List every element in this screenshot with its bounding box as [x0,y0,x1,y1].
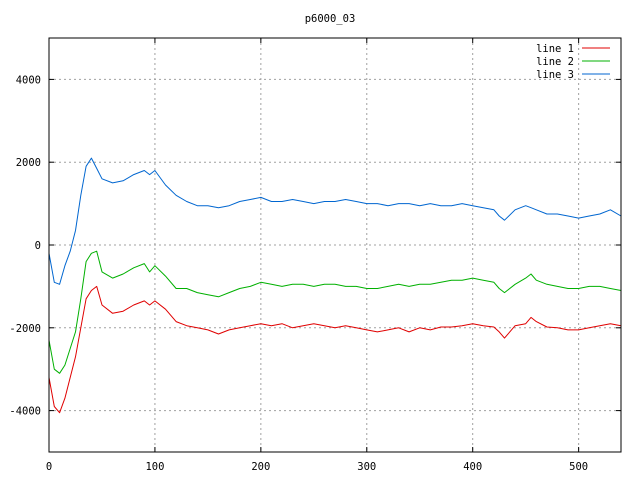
series-line-3 [48,157,622,285]
y-tick-label: 4000 [16,74,41,86]
y-tick-label: -4000 [9,406,41,418]
chart-title: p6000_03 [305,13,356,25]
x-tick-label: 300 [357,461,376,473]
grid-lines [49,38,621,452]
series-layer [48,157,622,414]
x-tick-label: 500 [569,461,588,473]
plot-frame [48,37,622,453]
series-line-1 [48,285,622,414]
legend-label: line 1 [536,43,574,55]
legend-label: line 3 [536,69,574,81]
y-tick-label: -2000 [9,323,41,335]
x-tick-label: 0 [46,461,52,473]
legend-label: line 2 [536,56,574,68]
x-tick-label: 100 [145,461,164,473]
x-tick-label: 400 [463,461,482,473]
x-tick-label: 200 [251,461,270,473]
y-tick-label: 2000 [16,157,41,169]
axis-ticks: 0 100 200 300 400 500 -4000 -2000 0 2000 4000 [9,38,621,473]
series-line-2 [48,250,622,374]
y-tick-label: 0 [35,240,41,252]
